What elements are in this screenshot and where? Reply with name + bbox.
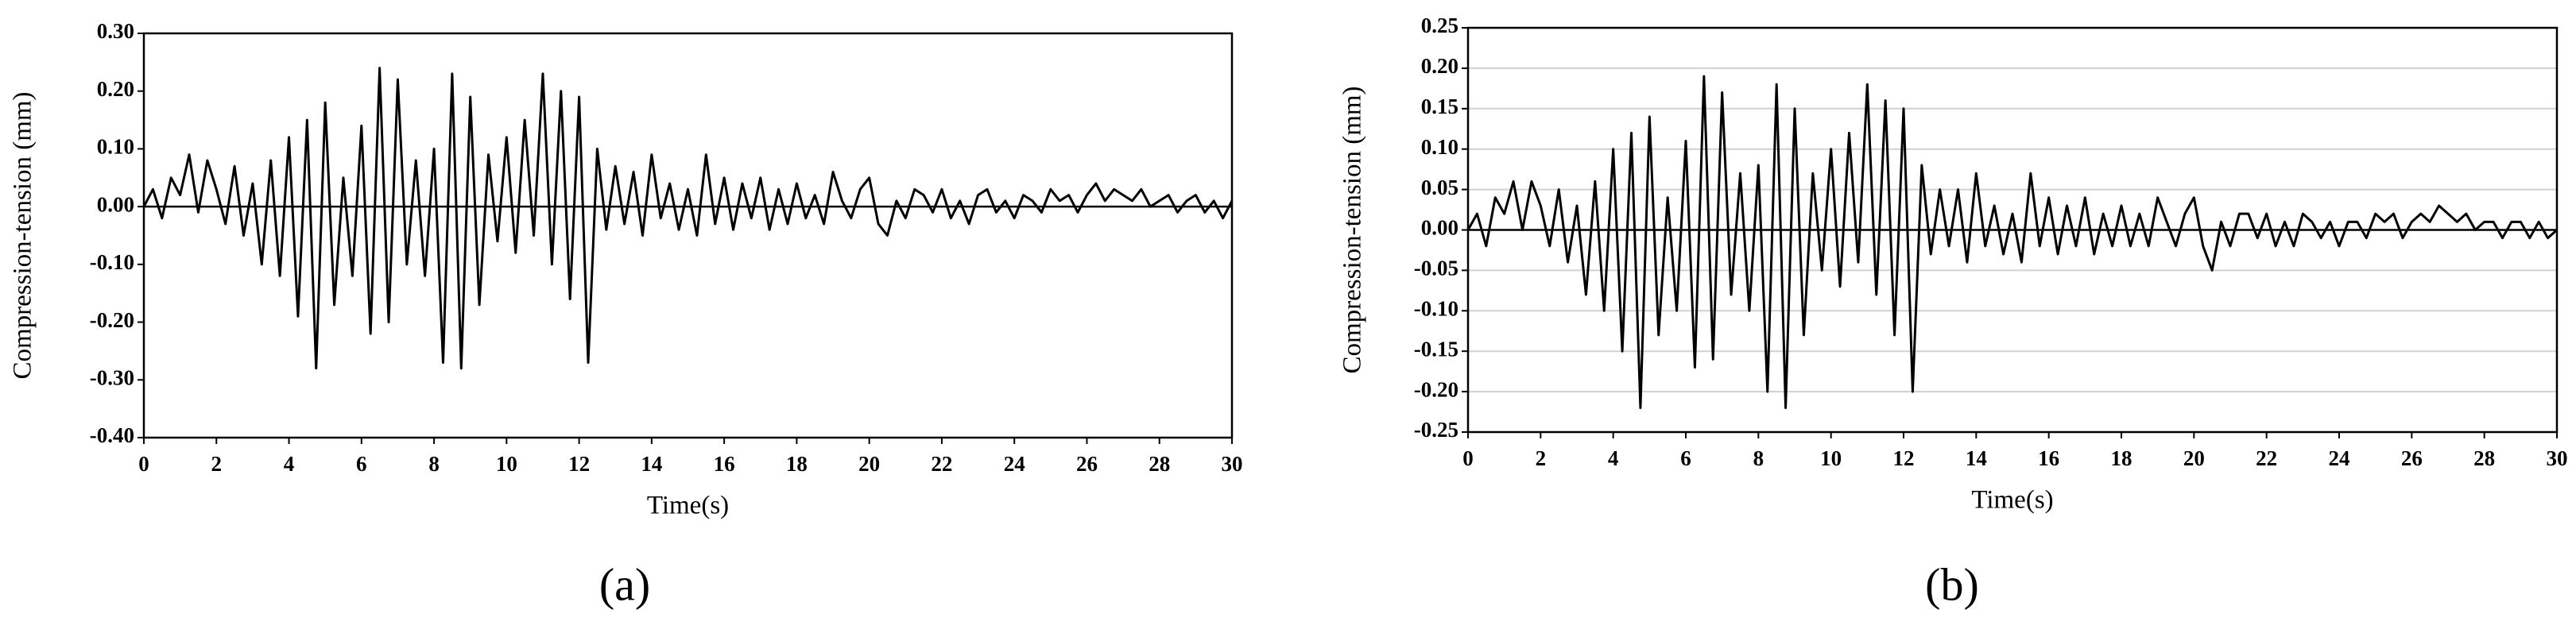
x-tick-label: 20	[858, 452, 880, 476]
y-axis-title: Compression-tension (mm)	[9, 91, 37, 379]
x-tick-label: 16	[714, 452, 735, 476]
x-tick-label: 0	[1462, 446, 1474, 470]
x-tick-label: 28	[1149, 452, 1170, 476]
x-tick-label: 2	[211, 452, 223, 476]
x-tick-label: 18	[786, 452, 808, 476]
x-tick-label: 12	[568, 452, 590, 476]
plot-frame	[1466, 26, 2559, 434]
x-tick-label: 26	[1076, 452, 1098, 476]
y-tick-label: -0.10	[90, 250, 134, 274]
caption: (b)	[1925, 558, 1979, 610]
x-tick-label: 0	[138, 452, 149, 476]
x-axis-title: Time(s)	[647, 492, 729, 520]
y-tick-label: 0.05	[1421, 176, 1458, 199]
x-tick-label: 22	[2256, 446, 2277, 470]
x-tick-label: 14	[641, 452, 662, 476]
y-tick-label: 0.30	[97, 19, 134, 43]
x-tick-label: 26	[2401, 446, 2423, 470]
plot-frame	[142, 32, 1234, 439]
y-tick-label: -0.20	[90, 308, 134, 332]
x-tick-label: 8	[428, 452, 440, 476]
x-tick-label: 10	[496, 452, 517, 476]
x-tick-label: 18	[2111, 446, 2132, 470]
y-tick-label: 0.20	[97, 77, 134, 101]
y-tick-label: 0.10	[1421, 135, 1458, 159]
x-tick-label: 24	[1004, 452, 1025, 476]
y-tick-label: -0.40	[90, 423, 134, 447]
y-tick-label: -0.30	[90, 365, 134, 389]
y-axis-title: Compression-tension (mm)	[1338, 86, 1367, 373]
y-tick-label: 0.10	[97, 135, 134, 159]
x-tick-label: 14	[1966, 446, 1987, 470]
x-tick-label: 4	[284, 452, 295, 476]
x-tick-label: 4	[1608, 446, 1619, 470]
x-tick-label: 2	[1536, 446, 1547, 470]
x-tick-label: 8	[1753, 446, 1764, 470]
x-tick-label: 12	[1893, 446, 1915, 470]
y-tick-label: 0.00	[1421, 216, 1458, 240]
y-tick-label: 0.00	[97, 192, 134, 216]
y-tick-label: -0.05	[1414, 257, 1458, 280]
x-tick-label: 6	[1680, 446, 1691, 470]
x-tick-label: 28	[2473, 446, 2495, 470]
y-tick-label: -0.10	[1414, 297, 1458, 321]
y-tick-label: -0.25	[1414, 418, 1458, 442]
x-tick-label: 30	[2547, 446, 2568, 470]
data-line	[1466, 75, 2558, 409]
y-tick-label: -0.20	[1414, 377, 1458, 401]
x-tick-label: 22	[931, 452, 952, 476]
y-tick-label: 0.15	[1421, 95, 1458, 118]
data-line	[142, 67, 1234, 370]
x-tick-label: 30	[1222, 452, 1243, 476]
x-tick-label: 10	[1820, 446, 1842, 470]
x-axis-title: Time(s)	[1971, 486, 2053, 515]
caption: (a)	[599, 558, 650, 610]
x-tick-label: 6	[356, 452, 367, 476]
x-tick-label: 16	[2038, 446, 2059, 470]
y-tick-label: 0.20	[1421, 54, 1458, 78]
y-tick-label: 0.25	[1421, 14, 1458, 37]
x-tick-label: 20	[2183, 446, 2205, 470]
y-tick-label: -0.15	[1414, 337, 1458, 361]
x-tick-label: 24	[2329, 446, 2350, 470]
